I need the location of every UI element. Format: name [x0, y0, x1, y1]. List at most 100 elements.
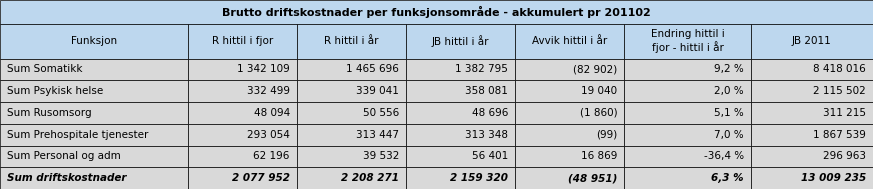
Bar [751, 102, 873, 124]
Text: 2 159 320: 2 159 320 [450, 173, 508, 183]
Text: -36,4 %: -36,4 % [704, 151, 744, 161]
Text: 2,0 %: 2,0 % [714, 86, 744, 96]
Text: 56 401: 56 401 [471, 151, 508, 161]
Bar [406, 102, 515, 124]
Bar [297, 124, 406, 146]
Text: 358 081: 358 081 [465, 86, 508, 96]
Bar [515, 146, 624, 167]
Text: (82 902): (82 902) [573, 64, 617, 74]
Text: JB hittil i år: JB hittil i år [432, 35, 489, 47]
Bar [751, 146, 873, 167]
Bar [624, 167, 751, 189]
Bar [0, 0, 873, 24]
Text: Sum Prehospitale tjenester: Sum Prehospitale tjenester [7, 130, 148, 140]
Text: 13 009 235: 13 009 235 [801, 173, 866, 183]
Bar [515, 80, 624, 102]
Text: 313 447: 313 447 [356, 130, 399, 140]
Bar [297, 80, 406, 102]
Text: 293 054: 293 054 [247, 130, 290, 140]
Text: 1 382 795: 1 382 795 [455, 64, 508, 74]
Text: 296 963: 296 963 [823, 151, 866, 161]
Bar [406, 146, 515, 167]
Bar [0, 102, 188, 124]
Bar [188, 167, 297, 189]
Text: 16 869: 16 869 [581, 151, 617, 161]
Bar [751, 59, 873, 80]
Bar [406, 124, 515, 146]
Text: 332 499: 332 499 [247, 86, 290, 96]
Text: 1 867 539: 1 867 539 [813, 130, 866, 140]
Text: 313 348: 313 348 [465, 130, 508, 140]
Bar [188, 59, 297, 80]
Bar [515, 167, 624, 189]
Bar [624, 124, 751, 146]
Bar [188, 146, 297, 167]
Text: 48 094: 48 094 [253, 108, 290, 118]
Text: 2 208 271: 2 208 271 [341, 173, 399, 183]
Text: JB 2011: JB 2011 [792, 36, 832, 46]
Bar [297, 24, 406, 59]
Bar [188, 24, 297, 59]
Text: R hittil i år: R hittil i år [324, 36, 379, 46]
Bar [515, 102, 624, 124]
Text: Endring hittil i
fjor - hittil i år: Endring hittil i fjor - hittil i år [650, 29, 725, 53]
Text: 339 041: 339 041 [356, 86, 399, 96]
Bar [0, 124, 188, 146]
Bar [297, 167, 406, 189]
Text: 311 215: 311 215 [823, 108, 866, 118]
Bar [751, 124, 873, 146]
Bar [515, 59, 624, 80]
Bar [0, 59, 188, 80]
Text: Sum Somatikk: Sum Somatikk [7, 64, 82, 74]
Bar [624, 102, 751, 124]
Bar [624, 59, 751, 80]
Text: 1 465 696: 1 465 696 [346, 64, 399, 74]
Text: Brutto driftskostnader per funksjonsområde - akkumulert pr 201102: Brutto driftskostnader per funksjonsområ… [222, 6, 651, 18]
Text: 50 556: 50 556 [362, 108, 399, 118]
Bar [624, 146, 751, 167]
Text: 19 040: 19 040 [581, 86, 617, 96]
Bar [624, 24, 751, 59]
Text: 6,3 %: 6,3 % [711, 173, 744, 183]
Bar [751, 24, 873, 59]
Bar [0, 80, 188, 102]
Bar [188, 80, 297, 102]
Bar [515, 24, 624, 59]
Text: 7,0 %: 7,0 % [714, 130, 744, 140]
Text: 62 196: 62 196 [253, 151, 290, 161]
Text: (1 860): (1 860) [580, 108, 617, 118]
Bar [751, 167, 873, 189]
Bar [406, 59, 515, 80]
Text: (99): (99) [596, 130, 617, 140]
Text: 8 418 016: 8 418 016 [814, 64, 866, 74]
Text: 5,1 %: 5,1 % [714, 108, 744, 118]
Bar [188, 102, 297, 124]
Bar [188, 124, 297, 146]
Bar [297, 59, 406, 80]
Bar [0, 167, 188, 189]
Text: Avvik hittil i år: Avvik hittil i år [532, 36, 608, 46]
Bar [515, 124, 624, 146]
Text: (48 951): (48 951) [567, 173, 617, 183]
Text: Sum Rusomsorg: Sum Rusomsorg [7, 108, 92, 118]
Text: R hittil i fjor: R hittil i fjor [211, 36, 273, 46]
Bar [297, 146, 406, 167]
Text: Sum Personal og adm: Sum Personal og adm [7, 151, 120, 161]
Text: 48 696: 48 696 [471, 108, 508, 118]
Bar [751, 80, 873, 102]
Bar [297, 102, 406, 124]
Text: Sum Psykisk helse: Sum Psykisk helse [7, 86, 103, 96]
Bar [0, 24, 188, 59]
Bar [406, 24, 515, 59]
Bar [624, 80, 751, 102]
Bar [406, 167, 515, 189]
Text: 2 077 952: 2 077 952 [232, 173, 290, 183]
Text: Sum driftskostnader: Sum driftskostnader [7, 173, 127, 183]
Text: 9,2 %: 9,2 % [714, 64, 744, 74]
Bar [0, 146, 188, 167]
Text: 1 342 109: 1 342 109 [237, 64, 290, 74]
Text: Funksjon: Funksjon [71, 36, 117, 46]
Text: 39 532: 39 532 [362, 151, 399, 161]
Bar [406, 80, 515, 102]
Text: 2 115 502: 2 115 502 [814, 86, 866, 96]
